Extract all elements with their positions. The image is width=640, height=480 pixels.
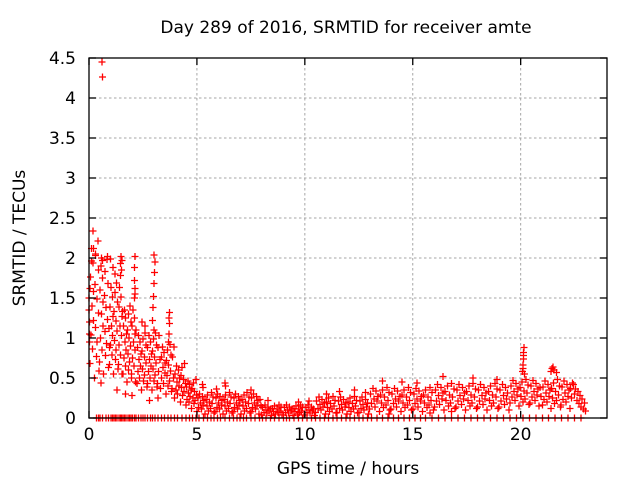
chart-title: Day 289 of 2016, SRMTID for receiver amt… — [160, 18, 531, 38]
y-tick-label: 4 — [65, 89, 76, 109]
tick-labels: 0 5 10 15 20 0 0.5 1 1.5 2 2.5 3 3.5 4 4.5 — [49, 49, 532, 445]
y-tick-label: 0 — [65, 409, 76, 429]
x-tick-label: 5 — [192, 425, 203, 445]
x-tick-label: 15 — [402, 425, 424, 445]
y-tick-label: 2 — [65, 249, 76, 269]
y-tick-label: 4.5 — [49, 49, 76, 69]
y-tick-label: 0.5 — [49, 369, 76, 389]
y-tick-label: 2.5 — [49, 209, 76, 229]
y-tick-label: 1 — [65, 329, 76, 349]
x-tick-label: 10 — [294, 425, 316, 445]
y-tick-label: 3.5 — [49, 129, 76, 149]
x-tick-label: 0 — [84, 425, 95, 445]
x-tick-label: 20 — [510, 425, 532, 445]
y-tick-label: 3 — [65, 169, 76, 189]
x-axis-label: GPS time / hours — [277, 459, 420, 479]
y-axis-label: SRMTID / TECUs — [10, 170, 30, 307]
axes-and-ticks — [88, 57, 608, 419]
data-points — [85, 58, 589, 422]
y-tick-label: 1.5 — [49, 289, 76, 309]
